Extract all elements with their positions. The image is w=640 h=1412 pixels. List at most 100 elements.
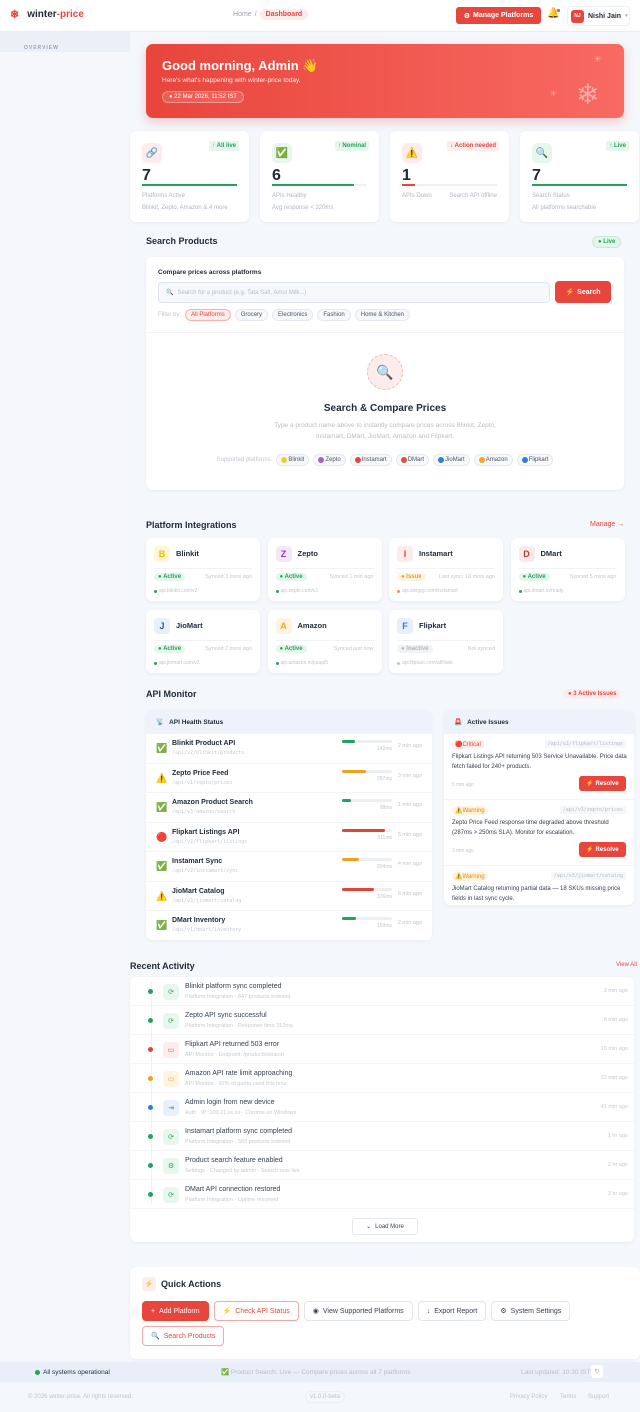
api-row[interactable]: ✅ Amazon Product Search/api/v3/amazon/sea… (146, 793, 432, 823)
severity-badge: ⚠️Warning (452, 806, 488, 815)
api-row[interactable]: ✅ DMart Inventory/api/v1/dmart/inventory 1… (146, 911, 432, 940)
api-row[interactable]: ✅ Blinkit Product API/api/v2/blinkit/prod… (146, 734, 432, 764)
supported-platforms: Supported platforms: Blinkit Zepto Instamar… (146, 454, 624, 466)
datetime-pill: ● 22 Mar 2026, 11:52 IST (162, 91, 244, 103)
platform-chip: Flipkart (516, 454, 554, 466)
issue-path: /api/v1/zepto/prices (559, 806, 626, 814)
stat-progress-fill (532, 184, 627, 186)
terms-link[interactable]: Terms (560, 1394, 577, 1400)
siren-icon: 🚨 (454, 719, 463, 726)
search-products-button[interactable]: 🔍 Search Products (142, 1326, 225, 1346)
latency-bar (342, 858, 392, 861)
timeline-dot (148, 1192, 153, 1197)
platform-card-flipkart[interactable]: F Flipkart ● Inactive Not synced api.flipkar… (389, 610, 503, 673)
platform-card-amazon[interactable]: A Amazon ● Active Synced just now api.amazon… (267, 610, 382, 673)
activity-item[interactable]: ▭ Amazon API rate limit approaching API Mo… (130, 1064, 634, 1093)
search-section-title: Search Products (146, 236, 218, 246)
api-name: Zepto Price Feed (172, 769, 229, 777)
api-row[interactable]: ⚠️ Zepto Price Feed/api/v1/zepto/prices 28… (146, 764, 432, 793)
activity-subtitle: Platform Integration · Response time 312… (185, 1023, 293, 1029)
platform-logo: A (275, 618, 292, 634)
activity-item[interactable]: ⇥ Admin login from new device Auth · IP: 1… (130, 1093, 634, 1122)
checked-time: 3 min ago (397, 772, 422, 779)
activity-item[interactable]: ⟳ Instamart platform sync completed Platfo… (130, 1122, 634, 1151)
activity-item[interactable]: ⟳ DMart API connection restored Platform I… (130, 1180, 634, 1209)
filter-chip[interactable]: Grocery (234, 309, 269, 321)
activity-subtitle: Platform Integration · Uptime resumed (185, 1197, 279, 1203)
platform-card-instamart[interactable]: I Instamart ● Issue Last sync: 18 mins ago a… (389, 538, 503, 601)
divider (275, 640, 374, 641)
api-row[interactable]: ✅ Instamart Sync/api/v2/instamart/sync 204… (146, 852, 432, 882)
resolve-button[interactable]: ⚡ Resolve (579, 842, 626, 857)
activity-time: 3 hr ago (607, 1191, 628, 1197)
api-path: /api/v2/blinkit/products (172, 750, 245, 756)
stat-trend-badge: ↓ Action needed (447, 141, 499, 151)
status-icon: ⚠️ (156, 772, 168, 783)
support-link[interactable]: Support (588, 1394, 610, 1400)
filter-chip[interactable]: All Platforms (185, 309, 231, 321)
issue-message: Zepto Price Feed response time degraded … (452, 820, 609, 836)
export-report-button[interactable]: ↓ Export Report (417, 1301, 487, 1321)
platform-dot (318, 457, 325, 463)
monitor-icon: ▭ (163, 1071, 179, 1087)
privacy-policy-link[interactable]: Privacy Policy (510, 1394, 548, 1400)
activity-item[interactable]: ⚙ Product search feature enabled Settings … (130, 1151, 634, 1180)
api-path: /api/v2/flipkart/listings (172, 838, 248, 845)
checked-time: 5 min ago (397, 831, 422, 838)
platform-name: JioMart (176, 621, 203, 630)
load-more-button[interactable]: ⌄ Load More (352, 1218, 418, 1235)
brand-logo[interactable]: ❄ winter-price (10, 8, 84, 21)
search-input[interactable]: 🔍 Search for a product (e.g. Tata Salt, A… (158, 282, 550, 303)
platform-card-dmart[interactable]: D DMart ● Active Synced 5 mins ago api.dmart… (510, 538, 625, 601)
health-title: API Health Status (169, 718, 224, 726)
platform-card-jiomart[interactable]: J JioMart ● Active Synced 2 mins ago api.jio… (146, 610, 260, 673)
breadcrumb-home[interactable]: Home (233, 11, 252, 18)
search-button[interactable]: ⚡ Search (555, 281, 611, 303)
endpoint: api.swiggy.com/instamart (397, 588, 458, 594)
action-icon: ⚡ (222, 1308, 232, 1315)
timeline-dot (148, 1018, 153, 1023)
manage-platforms-button[interactable]: ⚙ Manage Platforms (456, 7, 541, 24)
checked-time: 6 min ago (397, 890, 422, 897)
search-placeholder: Search for a product (e.g. Tata Salt, Am… (177, 289, 307, 296)
search-icon: 🔍 (166, 290, 174, 296)
datetime-text: 22 Mar 2026, 11:52 IST (174, 94, 237, 100)
endpoint-dot (397, 661, 400, 665)
status-badge: ● Active (518, 573, 550, 581)
filter-chip[interactable]: Home & Kitchen (354, 309, 411, 321)
status-icon: ✅ (156, 920, 168, 930)
platform-card-blinkit[interactable]: B Blinkit ● Active Synced 3 mins ago api.bli… (146, 538, 260, 601)
manage-link[interactable]: Manage → (590, 521, 625, 528)
api-row[interactable]: 🔴 Flipkart Listings API/api/v2/flipkart/l… (146, 823, 432, 852)
platform-card-zepto[interactable]: Z Zepto ● Active Synced 1 min ago api.zepto.… (267, 538, 382, 601)
refresh-icon[interactable]: ↻ (591, 1365, 603, 1378)
filter-chip[interactable]: Electronics (272, 309, 314, 321)
user-menu[interactable]: NJ Nishi Jain ▾ (567, 6, 630, 26)
activity-item[interactable]: ▭ Flipkart API returned 503 error API Moni… (130, 1035, 634, 1064)
bell-icon[interactable]: 🔔 (547, 8, 560, 19)
login-icon: ⇥ (163, 1100, 179, 1116)
endpoint-url: api.zepto.com/v1 (280, 588, 319, 594)
api-row[interactable]: ⚠️ JioMart Catalog/api/v3/jiomart/catalog… (146, 882, 432, 911)
status-icon: ✅ (156, 861, 168, 871)
activity-item[interactable]: ⟳ Zepto API sync successful Platform Integ… (130, 1006, 634, 1035)
action-label: Check API Status (235, 1307, 290, 1315)
system-settings-button[interactable]: ⚙ System Settings (491, 1301, 571, 1321)
status-badge: ● Active (275, 573, 307, 581)
api-name: Instamart Sync (172, 858, 223, 865)
add-platform-button[interactable]: + Add Platform (142, 1301, 209, 1321)
endpoint-dot (397, 589, 400, 593)
view-supported-platforms-button[interactable]: ◉ View Supported Platforms (303, 1301, 413, 1321)
issue-message: JioMart Catalog returning partial data —… (452, 886, 621, 902)
filter-chip[interactable]: Fashion (317, 309, 351, 321)
system-status-text: All systems operational (43, 1368, 110, 1376)
view-all-link[interactable]: View All (616, 962, 637, 968)
activity-item[interactable]: ⟳ Blinkit platform sync completed Platform… (130, 977, 634, 1006)
chevron-down-icon: ⌄ (366, 1224, 372, 1230)
issue-path: /api/v3/jiomart/catalog (550, 872, 626, 880)
platform-name: DMart (540, 549, 562, 558)
resolve-button[interactable]: ⚡ Resolve (579, 776, 626, 791)
gear-icon: ⚙ (463, 12, 470, 20)
check-api-status-button[interactable]: ⚡ Check API Status (213, 1301, 299, 1321)
endpoint: api.amazon.in/paapi5 (275, 660, 328, 666)
